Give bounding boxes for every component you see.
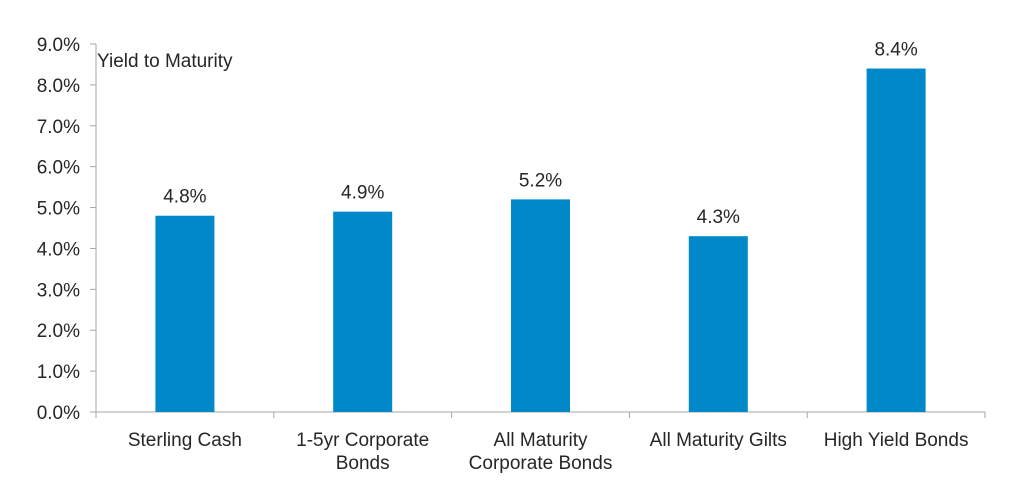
chart-title: Yield to Maturity — [97, 51, 233, 72]
bar — [333, 211, 393, 412]
data-label: 5.2% — [519, 170, 562, 191]
bar — [155, 215, 215, 412]
y-tick-label: 5.0% — [37, 199, 80, 220]
y-tick-label: 3.0% — [37, 280, 80, 301]
x-tick-label: 1-5yr Corporate Bonds — [296, 430, 429, 474]
y-tick-label: 1.0% — [37, 362, 80, 383]
x-tick-label: All Maturity Corporate Bonds — [469, 430, 613, 474]
y-tick-label: 8.0% — [37, 76, 80, 97]
data-label: 4.9% — [341, 183, 384, 204]
data-labels: 4.8% 4.9% 5.2% 4.3% 8.4% — [163, 40, 918, 229]
bar — [688, 236, 748, 412]
x-tick-label: Sterling Cash — [128, 430, 242, 451]
x-tick-label: All Maturity Gilts — [650, 430, 787, 451]
y-axis: 0.0% 1.0% 2.0% 3.0% 4.0% 5.0% 6.0% 7.0% 8.0% 9.0% — [37, 35, 97, 424]
y-tick-label: 9.0% — [37, 35, 80, 56]
bars — [155, 68, 926, 413]
y-tick-label: 6.0% — [37, 158, 80, 179]
y-tick-label: 2.0% — [37, 321, 80, 342]
data-label: 8.4% — [874, 40, 917, 61]
y-tick-label: 7.0% — [37, 117, 80, 138]
bar — [511, 199, 570, 412]
x-tick-label: High Yield Bonds — [824, 430, 969, 451]
x-axis: Sterling Cash 1-5yr Corporate Bonds All Mat… — [95, 411, 986, 474]
bar — [866, 68, 926, 413]
data-label: 4.3% — [697, 207, 740, 228]
data-label: 4.8% — [163, 187, 206, 208]
y-tick-label: 0.0% — [37, 403, 80, 424]
y-tick-label: 4.0% — [37, 239, 80, 260]
